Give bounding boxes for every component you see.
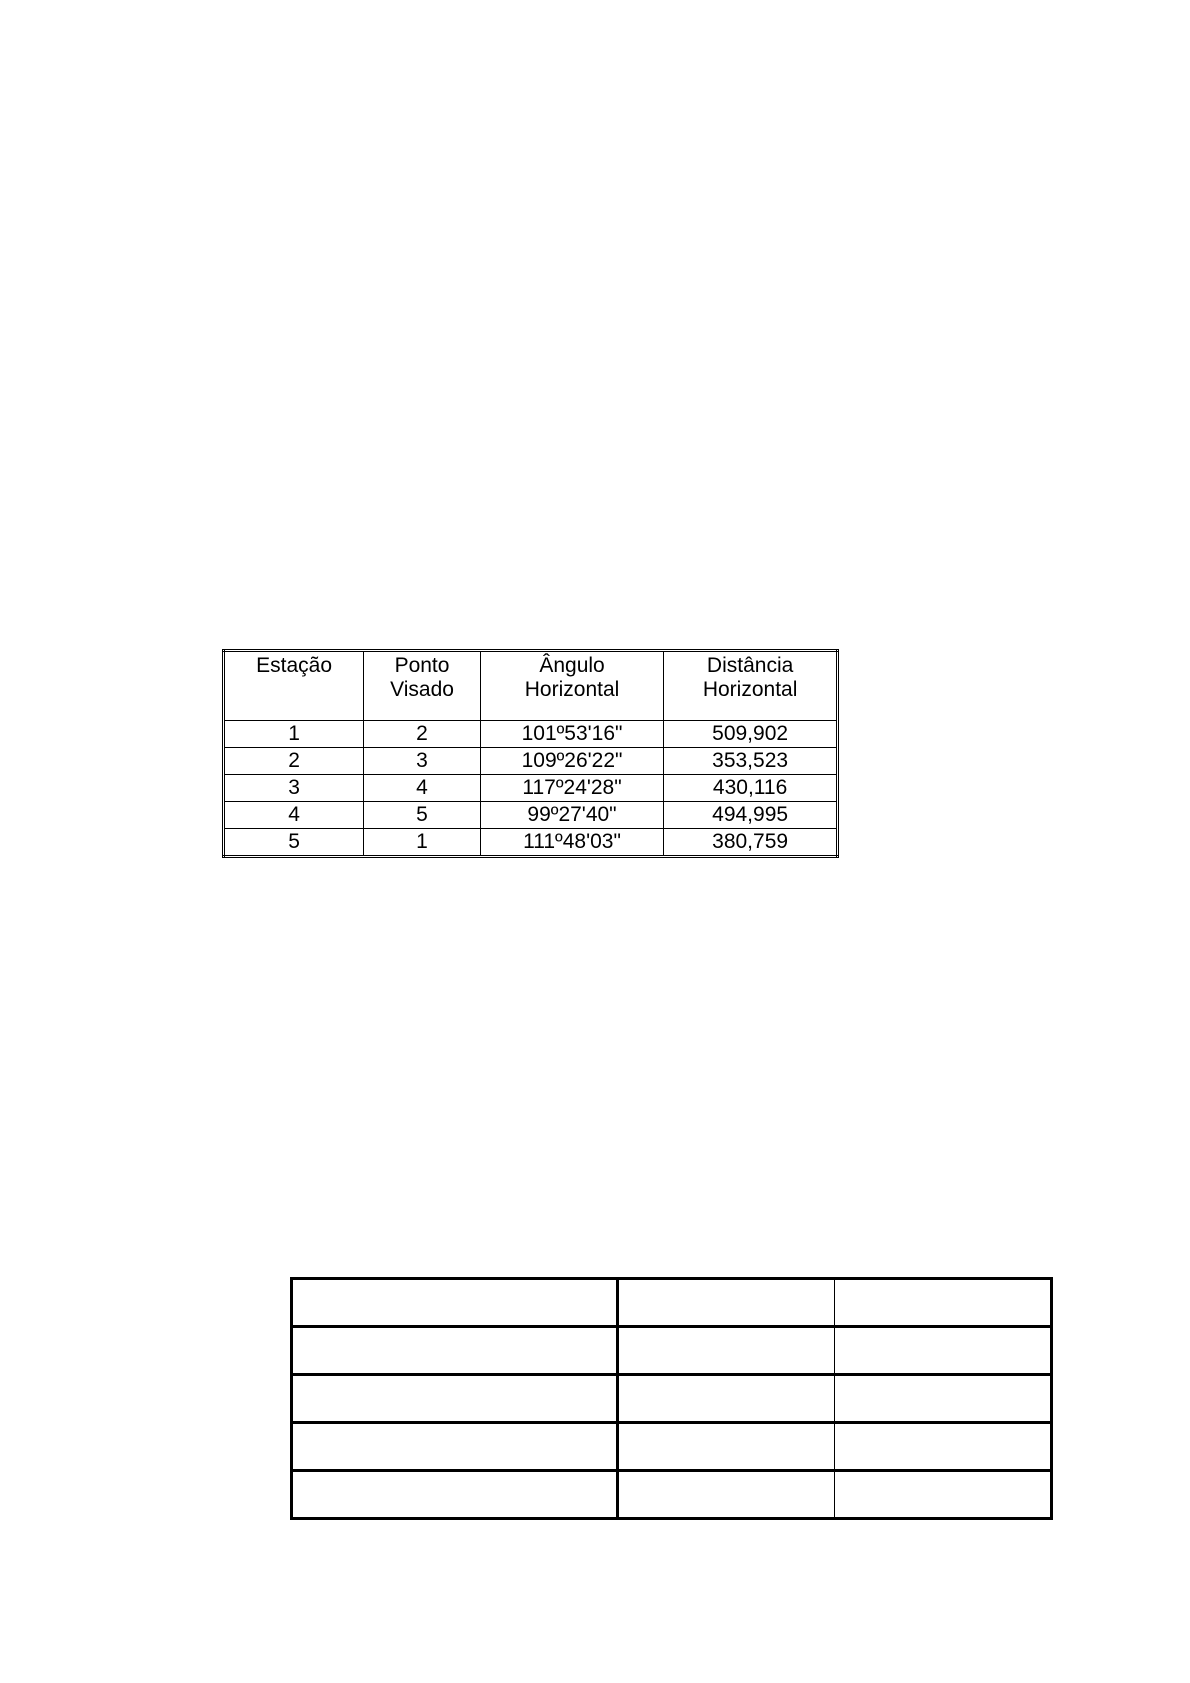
header-angulo-horizontal: Ângulo Horizontal: [479, 650, 665, 721]
header-text: Estação: [256, 654, 333, 677]
table-row: 2 3 109º26'22" 353,523: [222, 747, 838, 775]
estacao-cell: 3: [222, 774, 365, 802]
angulo-cell: 109º26'22": [479, 747, 665, 775]
blank-cell: [833, 1325, 1054, 1376]
blank-cell: [290, 1469, 619, 1520]
header-text: Ângulo: [539, 654, 605, 677]
blank-cell: [290, 1421, 619, 1472]
header-text: Ponto: [394, 654, 450, 677]
blank-cell: [290, 1277, 619, 1328]
angulo-cell: 99º27'40": [479, 801, 665, 829]
header-text: Visado: [390, 678, 454, 701]
blank-table: [290, 1277, 1054, 1520]
blank-cell: [833, 1421, 1054, 1472]
ponto-visado-cell: 3: [363, 747, 481, 775]
distancia-cell: 430,116: [663, 774, 838, 802]
ponto-visado-cell: 1: [363, 828, 481, 857]
estacao-cell: 1: [222, 720, 365, 748]
distancia-cell: 509,902: [663, 720, 838, 748]
blank-row: [290, 1325, 1054, 1376]
survey-table: Estação Ponto Visado Ângulo Horizontal Dis…: [222, 649, 839, 858]
blank-cell: [290, 1373, 619, 1424]
blank-cell: [833, 1277, 1054, 1328]
header-ponto-visado: Ponto Visado: [363, 650, 481, 721]
distancia-cell: 380,759: [663, 828, 838, 857]
blank-cell: [615, 1277, 835, 1328]
blank-cell: [615, 1421, 835, 1472]
header-text: Horizontal: [524, 678, 620, 701]
table-row: 1 2 101º53'16" 509,902: [222, 720, 838, 748]
angulo-cell: 101º53'16": [479, 720, 665, 748]
estacao-cell: 5: [222, 828, 365, 857]
angulo-cell: 111º48'03": [479, 828, 665, 857]
distancia-cell: 494,995: [663, 801, 838, 829]
angulo-cell: 117º24'28": [479, 774, 665, 802]
blank-cell: [615, 1469, 835, 1520]
blank-row: [290, 1277, 1054, 1328]
blank-cell: [290, 1325, 619, 1376]
estacao-cell: 2: [222, 747, 365, 775]
blank-row: [290, 1469, 1054, 1520]
estacao-cell: 4: [222, 801, 365, 829]
blank-cell: [833, 1469, 1054, 1520]
ponto-visado-cell: 2: [363, 720, 481, 748]
header-distancia-horizontal: Distância Horizontal: [663, 650, 838, 721]
table-row: 5 1 111º48'03" 380,759: [222, 828, 838, 857]
blank-cell: [833, 1373, 1054, 1424]
header-estacao: Estação: [222, 650, 365, 721]
table-row: 4 5 99º27'40" 494,995: [222, 801, 838, 829]
ponto-visado-cell: 5: [363, 801, 481, 829]
blank-row: [290, 1373, 1054, 1424]
blank-row: [290, 1421, 1054, 1472]
table-row: 3 4 117º24'28" 430,116: [222, 774, 838, 802]
header-text: Horizontal: [702, 678, 798, 701]
blank-cell: [615, 1325, 835, 1376]
ponto-visado-cell: 4: [363, 774, 481, 802]
distancia-cell: 353,523: [663, 747, 838, 775]
header-text: Distância: [706, 654, 794, 677]
header-row: Estação Ponto Visado Ângulo Horizontal Dis…: [222, 650, 838, 721]
blank-cell: [615, 1373, 835, 1424]
